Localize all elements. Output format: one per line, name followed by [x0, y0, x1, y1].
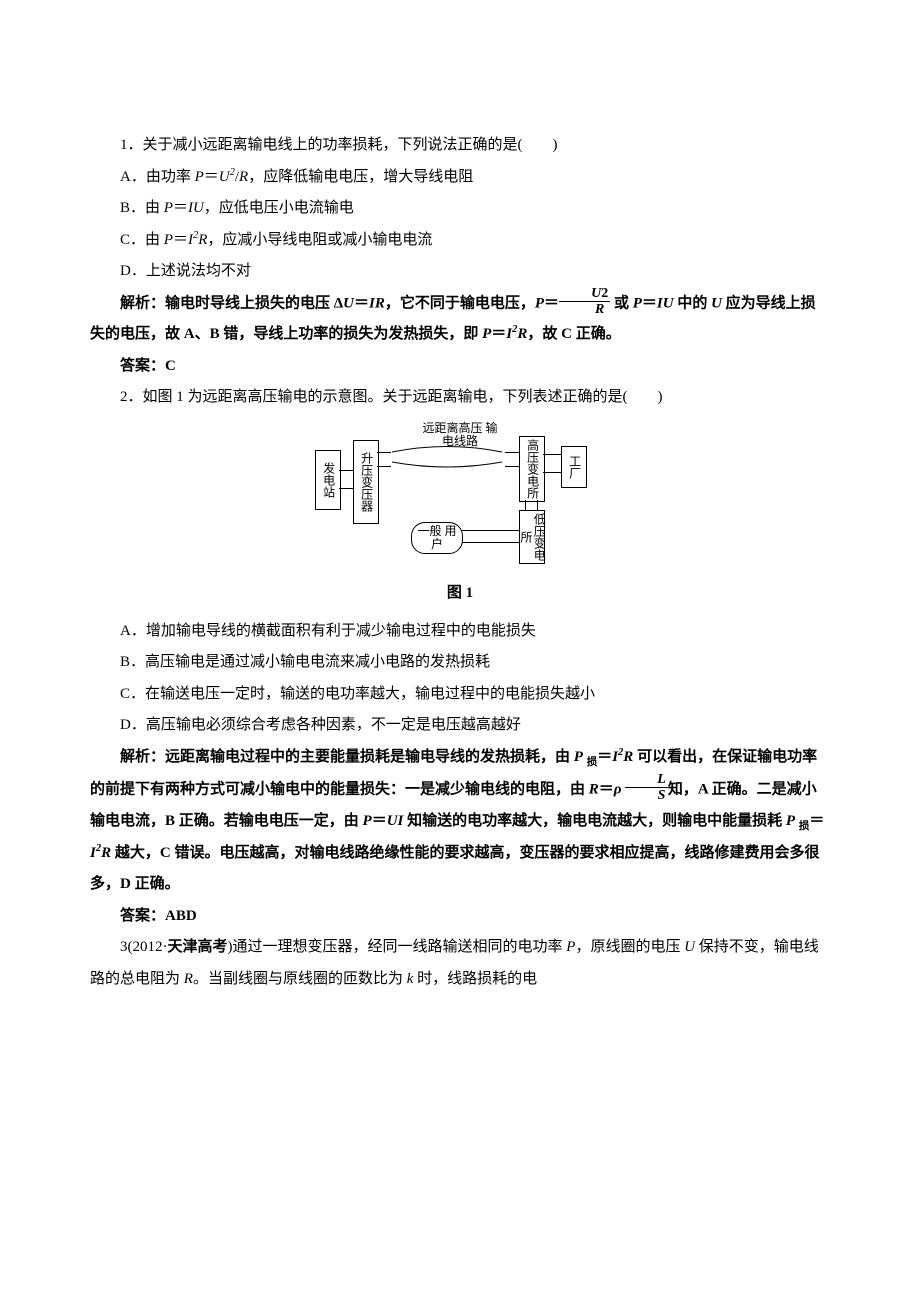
q3-stem: 3(2012·天津高考)通过一理想变压器，经同一线路输送相同的电功率 P，原线圈… [90, 932, 830, 995]
q1-analysis: 解析：输电时导线上损失的电压 ΔU＝IR，它不同于输电电压，P＝U2R 或 P＝… [90, 288, 830, 351]
var-P: P [164, 200, 173, 216]
wire [525, 500, 526, 510]
text: 越大，C 错误。电压越高，对输电线路绝缘性能的要求越高，变压器的要求相应提高，线… [90, 845, 819, 893]
var-P: P [535, 295, 544, 311]
text: 。当副线圈与原线圈的匝数比为 [193, 971, 407, 987]
var-U: U [343, 295, 354, 311]
var-U: U [711, 295, 722, 311]
q1-optD: D．上述说法均不对 [90, 256, 830, 288]
text: A．由功率 [120, 169, 195, 185]
var-P: P [363, 813, 372, 829]
box-sub-lo: 低压变电所 [519, 510, 545, 564]
var-rho: ρ [614, 781, 622, 797]
text: ＝ [642, 295, 657, 311]
wire [339, 488, 353, 489]
q1-optA: A．由功率 P＝U2/R，应降低输电电压，增大导线电阻 [90, 162, 830, 194]
q2-stem: 2．如图 1 为远距离高压输电的示意图。关于远距离输电，下列表述正确的是( ) [90, 382, 830, 414]
var-I2R: I2R [612, 749, 633, 765]
text: ，它不同于输电电压， [385, 295, 535, 311]
q2-optB: B．高压输电是通过减小输电电流来减小电路的发热损耗 [90, 647, 830, 679]
text: ，应低电压小电流输电 [204, 200, 354, 216]
text: 3(2012· [120, 939, 168, 955]
wire [505, 452, 519, 453]
q2-optA: A．增加输电导线的横截面积有利于减少输电过程中的电能损失 [90, 616, 830, 648]
var-P: P [482, 326, 491, 342]
q2-figure: 远距离高压 输电线路 发电站 升压变压器 高压变电所 工厂 低压变电所 一般 用… [90, 422, 830, 575]
var-P: P [164, 232, 173, 248]
q2-optC: C．在输送电压一定时，输送的电功率越大，输电过程中的电能损失越小 [90, 679, 830, 711]
var-P: P [195, 169, 204, 185]
wire [505, 466, 519, 467]
wire [377, 452, 391, 453]
text: )通过一理想变压器，经同一线路输送相同的电功率 [228, 939, 567, 955]
text: ＝ [599, 781, 614, 797]
text: ＝ [809, 813, 824, 829]
var-I2R: I2R [188, 232, 207, 248]
frac-LS: LS [625, 772, 668, 804]
box-factory: 工厂 [561, 446, 587, 488]
wire [339, 470, 353, 471]
q2-diagram: 远距离高压 输电线路 发电站 升压变压器 高压变电所 工厂 低压变电所 一般 用… [315, 422, 605, 562]
var-Ploss: P 损 [786, 813, 809, 829]
box-stepup: 升压变压器 [353, 440, 379, 524]
box-sub-hi: 高压变电所 [519, 436, 545, 502]
wire [537, 500, 538, 510]
var-IU: IU [657, 295, 674, 311]
q2-caption: 图 1 [90, 578, 830, 610]
text: 时，线路损耗的电 [413, 971, 537, 987]
text: 中的 [674, 295, 712, 311]
text: ＝ [491, 326, 506, 342]
q1-answer: 答案：C [90, 351, 830, 383]
arc-lines [387, 444, 507, 472]
text: 解析：输电时导线上损失的电压 Δ [120, 295, 343, 311]
wire [543, 472, 561, 473]
q2-optD: D．高压输电必须综合考虑各种因素，不一定是电压越高越好 [90, 710, 830, 742]
text: ＝ [173, 232, 188, 248]
text: ＝ [372, 813, 387, 829]
text: ＝ [204, 169, 219, 185]
wire [461, 542, 519, 543]
text: 或 [610, 295, 633, 311]
text: ，原线圈的电压 [575, 939, 684, 955]
text: 知输送的电功率越大，输电电流越大，则输电中能量损耗 [403, 813, 786, 829]
var-R: R [239, 169, 248, 185]
q1-stem: 1．关于减小远距离输电线上的功率损耗，下列说法正确的是( ) [90, 130, 830, 162]
var-U: U [684, 939, 695, 955]
q3-source: 天津高考 [168, 939, 228, 955]
q1-optB: B．由 P＝IU，应低电压小电流输电 [90, 193, 830, 225]
q2-analysis: 解析：远距离输电过程中的主要能量损耗是输电导线的发热损耗，由 P 损＝I2R 可… [90, 742, 830, 901]
var-U2: U2 [219, 169, 235, 185]
wire [543, 454, 561, 455]
box-gen: 发电站 [315, 450, 341, 510]
text: ，应减小导线电阻或减小输电电流 [207, 232, 432, 248]
text: ＝ [544, 295, 559, 311]
frac-U2R: U2R [559, 286, 610, 318]
wire [377, 466, 391, 467]
text: ，故 C 正确。 [527, 326, 620, 342]
var-IR: IR [369, 295, 385, 311]
var-R: R [184, 971, 193, 987]
text: C．由 [120, 232, 164, 248]
box-user: 一般 用户 [411, 522, 463, 554]
text: 解析：远距离输电过程中的主要能量损耗是输电导线的发热损耗，由 [120, 749, 574, 765]
var-IU: IU [188, 200, 204, 216]
q1-optC: C．由 P＝I2R，应减小导线电阻或减小输电电流 [90, 225, 830, 257]
var-I2R: I2R [90, 845, 111, 861]
q2-answer: 答案：ABD [90, 901, 830, 933]
text: ＝ [173, 200, 188, 216]
text: ，应降低输电电压，增大导线电阻 [248, 169, 473, 185]
text: ＝ [597, 749, 612, 765]
wire [461, 530, 519, 531]
var-UI: UI [387, 813, 404, 829]
var-Ploss: P 损 [574, 749, 597, 765]
var-I2R: I2R [506, 326, 527, 342]
var-R: R [589, 781, 599, 797]
text: ＝ [354, 295, 369, 311]
var-P: P [633, 295, 642, 311]
text: B．由 [120, 200, 164, 216]
